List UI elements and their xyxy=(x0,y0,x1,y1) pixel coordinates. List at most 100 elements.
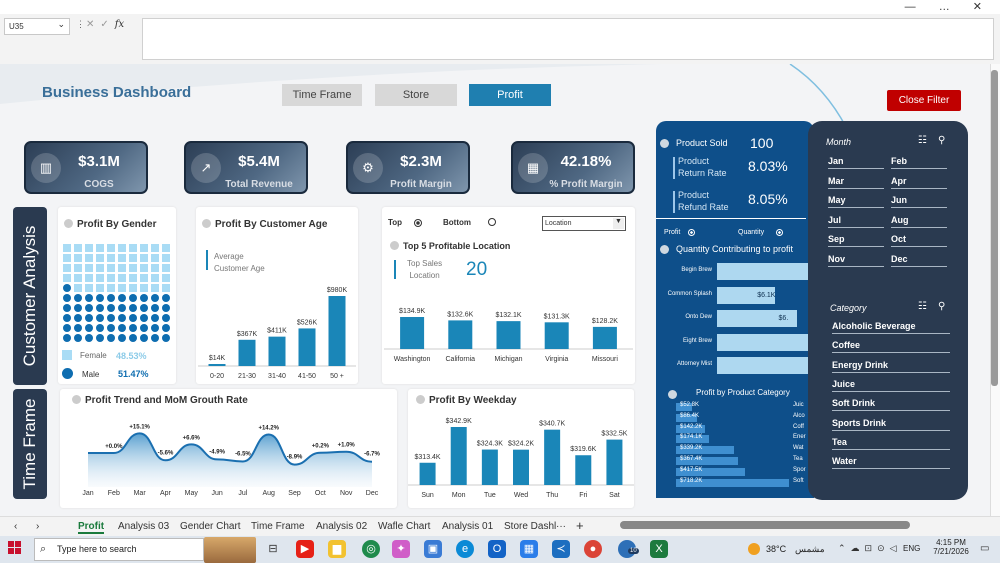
data-label: $324.2K xyxy=(508,441,534,448)
trend-up-icon: ↗ xyxy=(191,153,221,183)
language-indicator[interactable]: ENG xyxy=(903,544,921,553)
task-view-icon[interactable]: ⊟ xyxy=(268,543,278,555)
bottom-radio[interactable] xyxy=(488,218,496,226)
vertical-scroll-thumb[interactable] xyxy=(991,70,998,386)
chevron-down-icon[interactable]: ▼ xyxy=(613,218,624,229)
vscode-icon[interactable]: ≺ xyxy=(552,540,570,558)
waffle-dot-female xyxy=(162,254,170,262)
month-slicer-item[interactable]: Sep xyxy=(828,234,884,247)
cat-title: Profit by Product Category xyxy=(696,388,790,397)
news-widget-icon[interactable] xyxy=(204,537,256,563)
category-slicer-item[interactable]: Juice xyxy=(832,379,950,392)
location-dropdown[interactable]: Location ▼ xyxy=(542,216,626,231)
month-slicer-item[interactable]: Oct xyxy=(891,234,947,247)
multi-select-icon[interactable]: ☷ xyxy=(918,301,927,312)
file-explorer-icon[interactable]: ▆ xyxy=(328,540,346,558)
data-label: $52.8K xyxy=(680,402,700,408)
chart-bar xyxy=(592,326,617,349)
multi-select-icon[interactable]: ☷ xyxy=(918,135,927,146)
waffle-dot-male xyxy=(140,304,148,312)
month-slicer-item[interactable]: Apr xyxy=(891,176,947,189)
tab-scroll-left-icon[interactable]: ‹ xyxy=(14,521,18,532)
app-badge: 10 xyxy=(628,548,639,554)
waffle-dot-female xyxy=(162,244,170,252)
category-slicer-item[interactable]: Sports Drink xyxy=(832,418,950,431)
chatgpt-icon[interactable]: ◎ xyxy=(362,540,380,558)
outlook-icon[interactable]: O xyxy=(488,540,506,558)
category-slicer-item[interactable]: Energy Drink xyxy=(832,360,950,373)
trend-area-chart: Jan +0.0% Feb +15.1% Mar -5.6% Apr +6.6% May -4.9… xyxy=(82,424,380,497)
tab-more-button[interactable]: ··· xyxy=(556,521,566,532)
waffle-dot-male xyxy=(74,314,82,322)
window-controls[interactable]: — … ✕ xyxy=(904,1,992,13)
tab-analysis-01[interactable]: Analysis 01 xyxy=(442,521,494,532)
tab-analysis-02[interactable]: Analysis 02 xyxy=(316,521,368,532)
toggle-profit-radio[interactable] xyxy=(688,229,695,236)
bar-chart-icon: ▦ xyxy=(518,153,548,183)
tab-gender-chart[interactable]: Gender Chart xyxy=(180,521,241,532)
tab-store-dashboard[interactable]: Store Dashl xyxy=(504,521,557,532)
add-sheet-button[interactable]: + xyxy=(576,518,584,533)
category-slicer-item[interactable]: Tea xyxy=(832,437,950,450)
month-slicer-item[interactable]: Dec xyxy=(891,254,947,267)
close-filter-button[interactable]: Close Filter xyxy=(887,90,961,111)
store-icon[interactable]: ▣ xyxy=(424,540,442,558)
name-box[interactable]: U35 xyxy=(4,18,70,35)
month-slicer-item[interactable]: Jul xyxy=(828,215,884,228)
chart-bar xyxy=(676,457,738,465)
tab-profit[interactable]: Profit xyxy=(78,521,105,534)
tab-analysis-03[interactable]: Analysis 03 xyxy=(118,521,170,532)
qty-bar-chart: Begin Brew Common Splash $6.1K Onto Dew $6. E… xyxy=(656,259,814,376)
copilot-icon[interactable]: ✦ xyxy=(392,540,410,558)
month-slicer-item[interactable]: Jan xyxy=(828,156,884,169)
top-radio[interactable] xyxy=(414,219,422,227)
category-slicer-item[interactable]: Coffee xyxy=(832,340,950,354)
data-label: $411K xyxy=(267,328,287,335)
tick-label: 50 + xyxy=(330,373,344,380)
category-slicer-item[interactable]: Water xyxy=(832,456,950,470)
tick-label: Oct xyxy=(315,490,326,497)
clear-filter-icon[interactable]: ⚲ xyxy=(938,301,946,312)
notifications-icon[interactable]: ▭ xyxy=(980,543,990,554)
category-slicer-item[interactable]: Soft Drink xyxy=(832,398,950,412)
horizontal-scroll-thumb[interactable] xyxy=(620,521,910,529)
tab-wafle-chart[interactable]: Wafle Chart xyxy=(378,521,431,532)
system-tray-icons[interactable]: ⌃☁⊡⊙◁ xyxy=(838,543,902,553)
toggle-qty-radio[interactable] xyxy=(776,229,783,236)
tick-label: Onto Dew xyxy=(685,314,712,320)
chart-bar xyxy=(717,357,810,374)
waffle-dot-female xyxy=(118,284,126,292)
month-slicer-item[interactable]: May xyxy=(828,195,884,208)
chrome-icon[interactable]: ● xyxy=(584,540,602,558)
tab-scroll-right-icon[interactable]: › xyxy=(36,521,40,532)
trend-card: Profit Trend and MoM Grouth Rate Jan +0.0… xyxy=(60,389,397,508)
profit-button[interactable]: Profit xyxy=(469,84,551,106)
month-slicer-item[interactable]: Aug xyxy=(891,215,947,228)
cancel-icon[interactable]: ✕ xyxy=(86,19,95,30)
weather-temp[interactable]: 38°C xyxy=(766,544,787,554)
apps-icon[interactable]: ▦ xyxy=(520,540,538,558)
edge-icon[interactable]: e xyxy=(456,540,474,558)
windows-start-icon[interactable] xyxy=(8,541,22,555)
month-slicer-item[interactable]: Jun xyxy=(891,195,947,208)
category-slicer-item[interactable]: Alcoholic Beverage xyxy=(832,321,950,334)
taskbar-search-input[interactable]: Type here to search xyxy=(34,538,204,561)
month-slicer-item[interactable]: Mar xyxy=(828,176,884,189)
youtube-icon[interactable]: ▶ xyxy=(296,540,314,558)
data-label: -5.6% xyxy=(158,450,174,456)
data-label: $340.7K xyxy=(539,421,565,428)
accept-icon[interactable]: ✓ xyxy=(100,19,109,30)
clock[interactable]: 4:15 PM 7/21/2026 xyxy=(929,538,973,556)
time-frame-button[interactable]: Time Frame xyxy=(282,84,362,106)
month-slicer-item[interactable]: Nov xyxy=(828,254,884,267)
tab-time-frame[interactable]: Time Frame xyxy=(251,521,305,532)
store-button[interactable]: Store xyxy=(375,84,457,106)
clear-filter-icon[interactable]: ⚲ xyxy=(938,135,946,146)
formula-input[interactable] xyxy=(142,18,994,60)
insert-function-button[interactable]: fx xyxy=(114,19,125,30)
refund-value: 8.05% xyxy=(748,191,788,207)
waffle-dot-male xyxy=(74,324,82,332)
excel-icon[interactable]: X xyxy=(650,540,668,558)
month-slicer-item[interactable]: Feb xyxy=(891,156,947,169)
tick-label: Fri xyxy=(579,492,588,499)
